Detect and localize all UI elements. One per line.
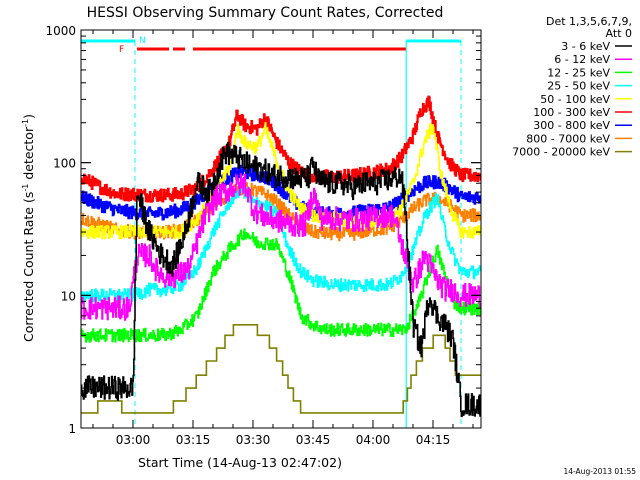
chart-title: HESSI Observing Summary Count Rates, Cor…	[87, 5, 444, 21]
x-tick-label: 04:15	[416, 433, 451, 447]
legend-header-line-2: Att 0	[606, 27, 632, 40]
axes: 03:00 03:15 03:30 03:45 04:00 04:15 1 10 100 1000	[45, 24, 482, 447]
y-tick-label: 1000	[45, 24, 76, 38]
x-tick-label: 03:15	[176, 433, 211, 447]
y-tick-label: 100	[53, 157, 76, 171]
series-3-6kev	[81, 141, 481, 418]
night-label: N	[139, 36, 146, 46]
x-axis-label: Start Time (14-Aug-13 02:47:02)	[138, 455, 342, 470]
series-300-800kev	[81, 164, 481, 222]
series-line	[81, 164, 481, 222]
legend-label: 50 - 100 keV	[540, 93, 610, 106]
legend-label: 3 - 6 keV	[561, 40, 610, 53]
legend-label: 800 - 7000 keV	[526, 132, 610, 145]
x-tick-label: 04:00	[356, 433, 391, 447]
legend-label: 25 - 50 keV	[547, 80, 610, 93]
series-line	[81, 141, 481, 418]
y-tick-label: 1	[68, 422, 76, 436]
series-100-300kev	[81, 95, 481, 203]
series-line	[81, 173, 481, 321]
flare-label: F	[119, 45, 124, 55]
legend-label: 12 - 25 keV	[547, 66, 610, 79]
series-line	[81, 228, 481, 343]
series-line	[81, 95, 481, 203]
series-7000-20000kev	[81, 324, 481, 414]
legend-header-line-1: Det 1,3,5,6,7,9,	[546, 15, 632, 28]
legend-label: 300 - 800 keV	[533, 119, 610, 132]
flare-indicator-band: F	[119, 45, 406, 55]
series-line	[81, 324, 481, 414]
x-tick-label: 03:30	[236, 433, 271, 447]
series-6-12kev	[81, 173, 481, 321]
timestamp: 14-Aug-2013 01:55	[563, 467, 636, 476]
legend-label: 6 - 12 keV	[554, 53, 610, 66]
legend-label: 7000 - 20000 keV	[512, 146, 610, 159]
series-12-25kev	[81, 228, 481, 343]
y-axis-label: Corrected Count Rate (s-1 detector-1)	[21, 114, 36, 342]
plot-frame	[80, 29, 482, 429]
x-tick-label: 03:45	[296, 433, 331, 447]
legend-label: 100 - 300 keV	[533, 106, 610, 119]
series-layer	[81, 95, 481, 418]
x-tick-label: 03:00	[116, 433, 151, 447]
y-tick-label: 10	[61, 289, 76, 303]
